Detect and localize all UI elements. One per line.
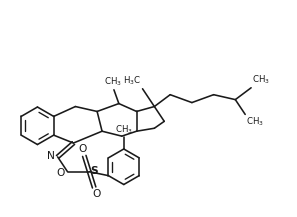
Text: S: S bbox=[90, 166, 98, 176]
Text: O: O bbox=[56, 168, 64, 178]
Text: CH$_3$: CH$_3$ bbox=[115, 123, 133, 136]
Text: CH$_3$: CH$_3$ bbox=[246, 116, 264, 128]
Text: H$_3$C: H$_3$C bbox=[123, 75, 142, 87]
Text: CH$_3$: CH$_3$ bbox=[252, 74, 270, 86]
Text: O: O bbox=[78, 144, 86, 154]
Text: N: N bbox=[47, 151, 55, 161]
Text: O: O bbox=[92, 189, 100, 199]
Text: CH$_3$: CH$_3$ bbox=[104, 76, 122, 88]
